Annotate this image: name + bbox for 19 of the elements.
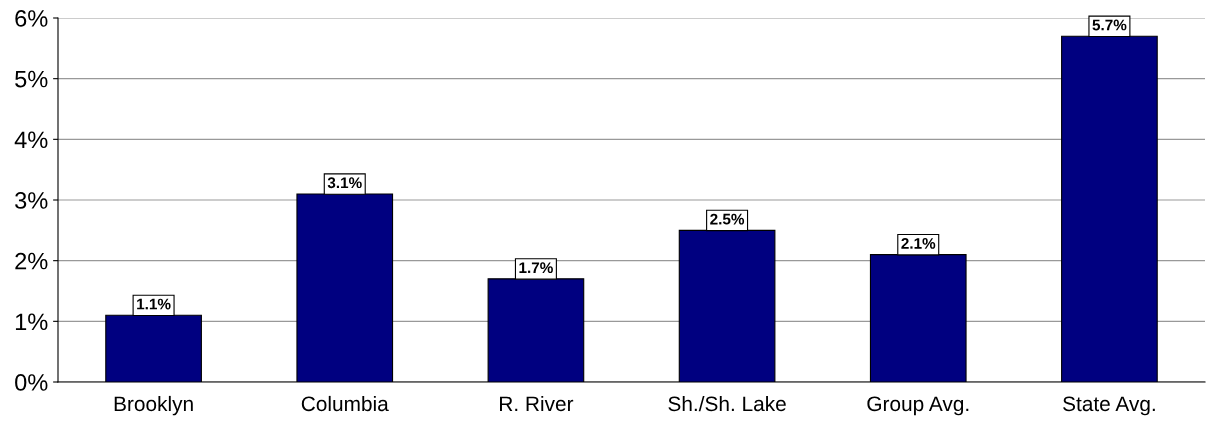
x-tick-label: Brooklyn [114, 395, 193, 416]
data-label: 2.1% [901, 237, 936, 249]
y-tick-label: 5% [15, 70, 48, 88]
y-tick-label: 3% [15, 192, 48, 209]
data-label: 2.5% [710, 213, 745, 225]
x-tick-label: Sh./Sh. Lake [668, 395, 786, 412]
y-tick-label: 1% [15, 313, 48, 331]
y-tick-label: 0% [15, 374, 48, 391]
x-tick-label: R. River [500, 395, 574, 412]
data-label: 3.1% [327, 177, 362, 189]
x-tick-label: Group Avg. [867, 396, 969, 416]
y-tick-label: 6% [15, 10, 48, 27]
y-tick-label: 4% [14, 131, 48, 149]
x-tick-label: Columbia [301, 395, 389, 412]
y-tick-label: 2% [15, 252, 48, 270]
data-label: 1.7% [519, 262, 553, 274]
x-tick-label: State Avg. [1063, 396, 1155, 416]
data-label: 5.7% [1092, 19, 1127, 31]
data-label: 1.1% [137, 298, 171, 310]
